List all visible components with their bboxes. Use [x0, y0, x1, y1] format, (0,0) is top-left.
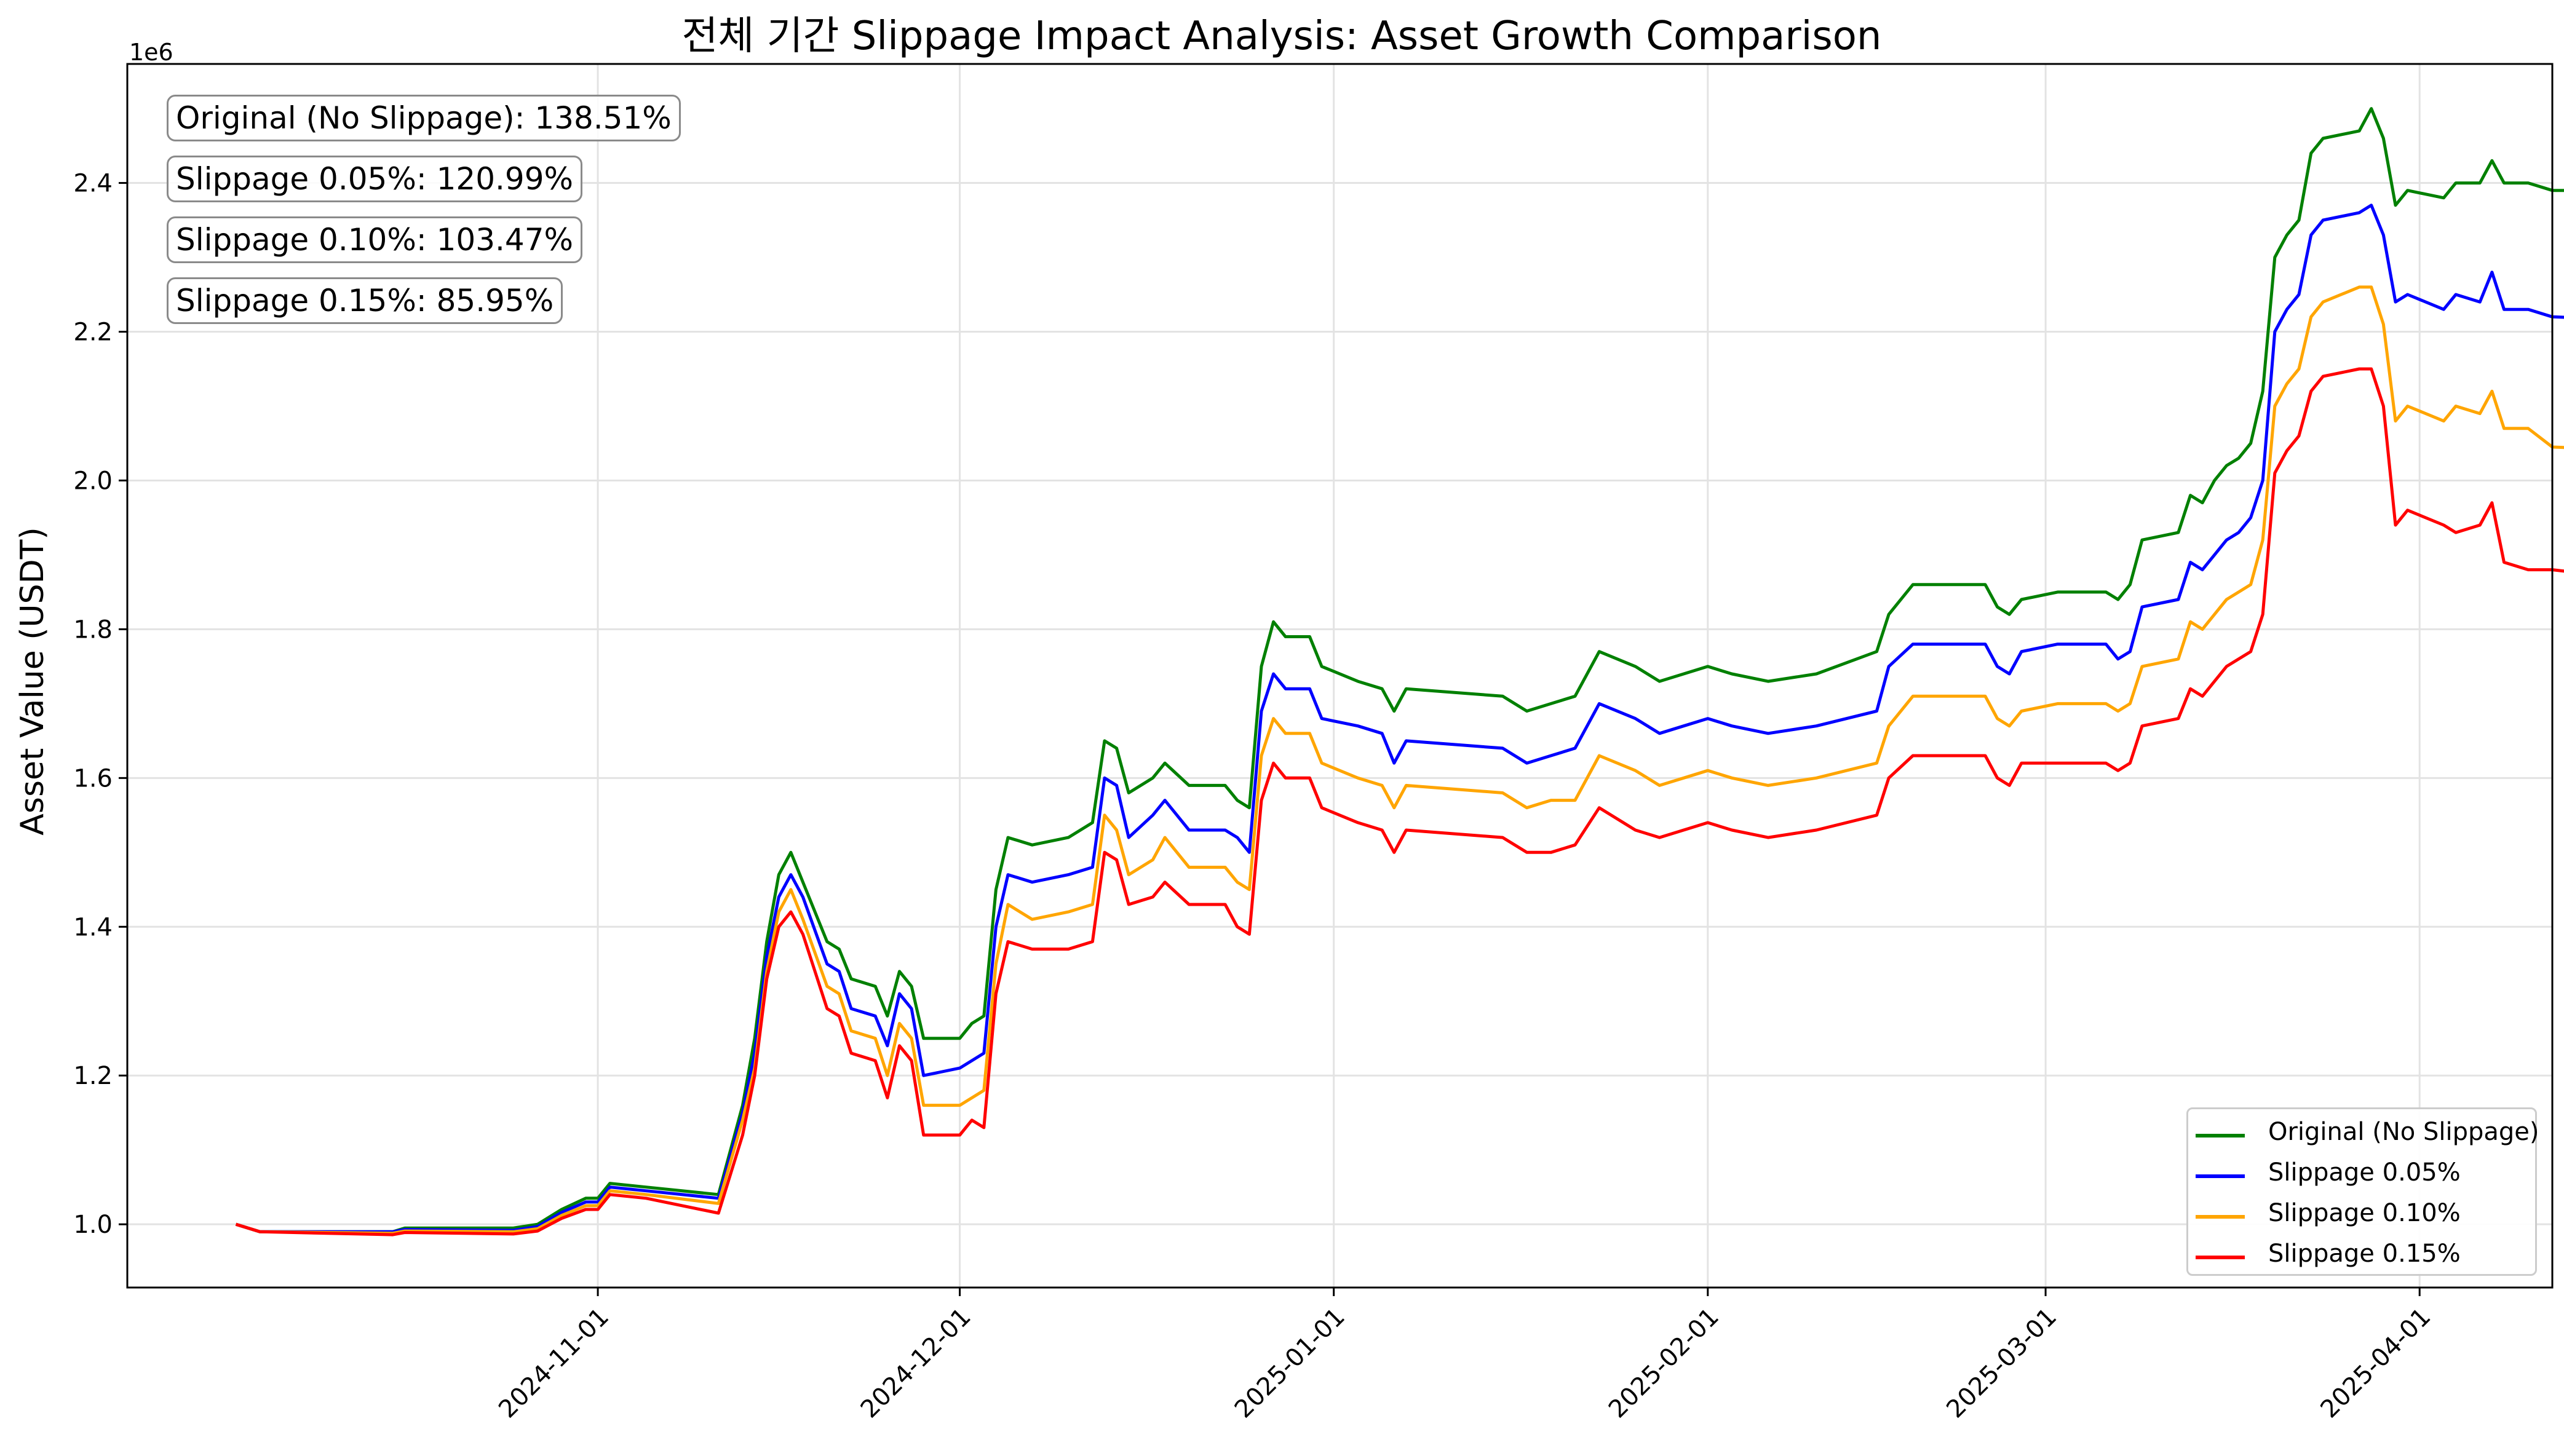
y-axis-label: Asset Value (USDT) — [14, 527, 51, 835]
legend-item: Slippage 0.15% — [2188, 1237, 2535, 1278]
legend-label: Slippage 0.15% — [2268, 1240, 2461, 1268]
series-line — [235, 285, 2564, 1235]
annotation-original: Original (No Slippage): 138.51% — [167, 95, 681, 141]
series-line — [235, 107, 2564, 1233]
x-tick-label: 2025-04-01 — [2315, 1303, 2436, 1424]
y-tick-label: 1.0 — [73, 1211, 113, 1239]
y-tick-label: 2.4 — [73, 170, 113, 198]
x-tick-label: 2025-03-01 — [1941, 1303, 2062, 1424]
grid — [127, 64, 2552, 1288]
y-tick-label: 1.2 — [73, 1062, 113, 1090]
legend: Original (No Slippage) Slippage 0.05% Sl… — [2186, 1107, 2539, 1278]
legend-item: Slippage 0.05% — [2188, 1156, 2535, 1197]
y-tick-label: 1.4 — [73, 913, 113, 941]
y-tick-label: 1.8 — [73, 615, 113, 644]
x-tick-label: 2025-02-01 — [1603, 1303, 1725, 1424]
series-line — [235, 367, 2564, 1236]
legend-label: Slippage 0.05% — [2268, 1158, 2461, 1187]
annotation-slippage-005: Slippage 0.05%: 120.99% — [167, 156, 583, 202]
y-tick-label: 2.2 — [73, 318, 113, 347]
series-lines — [235, 107, 2564, 1236]
legend-swatch — [2196, 1174, 2245, 1178]
legend-swatch — [2196, 1215, 2245, 1219]
legend-item: Slippage 0.10% — [2188, 1197, 2535, 1237]
y-tick-label: 1.6 — [73, 764, 113, 793]
legend-item: Original (No Slippage) — [2188, 1115, 2539, 1156]
series-line — [235, 204, 2564, 1233]
annotation-slippage-010: Slippage 0.10%: 103.47% — [167, 216, 583, 263]
y-tick-label: 2.0 — [73, 467, 113, 495]
annotation-slippage-015: Slippage 0.15%: 85.95% — [167, 277, 563, 324]
plot-frame — [126, 63, 2554, 1289]
x-tick-label: 2025-01-01 — [1229, 1303, 1351, 1424]
chart-title: 전체 기간 Slippage Impact Analysis: Asset Gr… — [682, 14, 1882, 59]
y-offset-text: 1e6 — [129, 39, 173, 66]
legend-label: Original (No Slippage) — [2268, 1118, 2539, 1146]
x-tick-label: 2024-11-01 — [493, 1303, 614, 1424]
legend-swatch — [2196, 1256, 2245, 1259]
x-tick-label: 2024-12-01 — [855, 1303, 977, 1424]
legend-label: Slippage 0.10% — [2268, 1199, 2461, 1227]
legend-swatch — [2196, 1134, 2245, 1138]
